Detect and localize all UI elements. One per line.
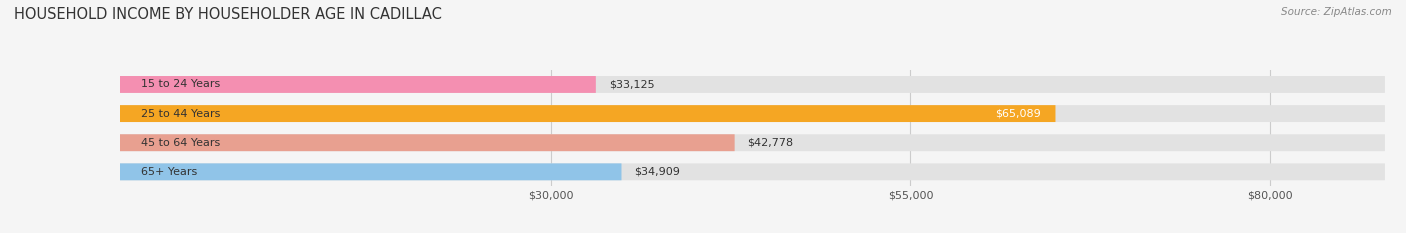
Text: $33,125: $33,125: [609, 79, 654, 89]
Text: 45 to 64 Years: 45 to 64 Years: [141, 138, 221, 148]
FancyBboxPatch shape: [120, 134, 1385, 151]
FancyBboxPatch shape: [120, 105, 1385, 122]
Text: 15 to 24 Years: 15 to 24 Years: [141, 79, 221, 89]
FancyBboxPatch shape: [120, 76, 596, 93]
Text: Source: ZipAtlas.com: Source: ZipAtlas.com: [1281, 7, 1392, 17]
Text: HOUSEHOLD INCOME BY HOUSEHOLDER AGE IN CADILLAC: HOUSEHOLD INCOME BY HOUSEHOLDER AGE IN C…: [14, 7, 441, 22]
FancyBboxPatch shape: [120, 134, 735, 151]
FancyBboxPatch shape: [120, 163, 1385, 180]
FancyBboxPatch shape: [120, 105, 1056, 122]
Text: 65+ Years: 65+ Years: [141, 167, 197, 177]
Text: $34,909: $34,909: [634, 167, 681, 177]
FancyBboxPatch shape: [120, 163, 621, 180]
FancyBboxPatch shape: [120, 76, 1385, 93]
Text: $65,089: $65,089: [995, 109, 1040, 119]
Text: $42,778: $42,778: [748, 138, 794, 148]
Text: 25 to 44 Years: 25 to 44 Years: [141, 109, 221, 119]
